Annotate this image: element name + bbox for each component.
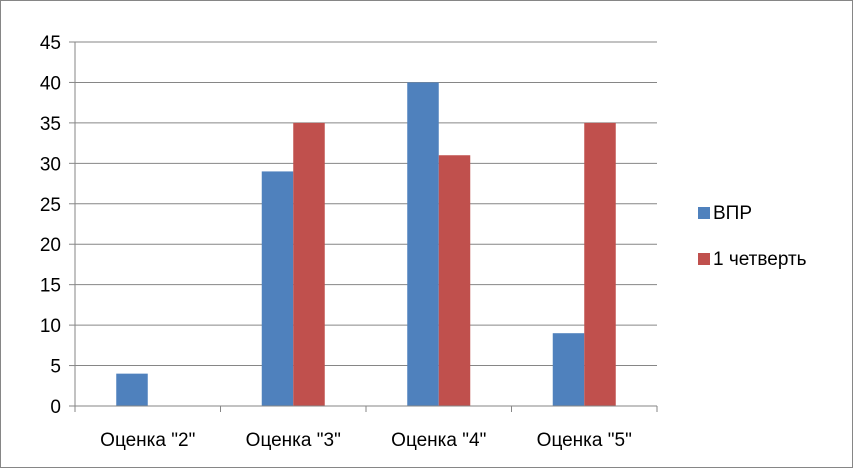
bar-quarter-3 — [584, 122, 616, 406]
legend: ВПР 1 четверть — [698, 203, 807, 270]
y-tick-label: 35 — [40, 114, 61, 135]
y-tick-label: 15 — [40, 276, 61, 297]
x-tick-label: Оценка "4" — [391, 430, 486, 451]
y-tick-label: 25 — [40, 195, 61, 216]
bar-vpr-0 — [116, 373, 148, 406]
legend-swatch — [698, 253, 710, 265]
legend-swatch — [698, 207, 710, 219]
x-tick-labels: Оценка "2" Оценка "3" Оценка "4" Оценка "5" — [100, 430, 632, 451]
y-tick-label: 30 — [40, 154, 61, 175]
legend-label: 1 четверть — [713, 249, 807, 270]
gridlines — [75, 41, 657, 367]
y-tick-label: 45 — [40, 33, 61, 54]
x-tick-label: Оценка "5" — [537, 430, 632, 451]
x-tick-label: Оценка "3" — [246, 430, 341, 451]
bars — [116, 82, 616, 406]
bar-quarter-1 — [293, 122, 325, 406]
y-tick-label: 0 — [50, 397, 61, 418]
axes — [69, 41, 658, 412]
bar-vpr-1 — [261, 171, 294, 406]
x-tick-label: Оценка "2" — [100, 430, 195, 451]
bar-vpr-2 — [407, 82, 439, 406]
bar-vpr-3 — [552, 333, 585, 406]
y-tick-label: 5 — [50, 357, 61, 378]
y-tick-label: 20 — [40, 235, 61, 256]
bar-quarter-2 — [438, 155, 471, 406]
y-tick-label: 40 — [40, 73, 61, 94]
y-tick-labels: 0 5 10 15 20 25 30 35 40 45 — [40, 33, 61, 418]
legend-label: ВПР — [713, 203, 752, 224]
y-tick-label: 10 — [40, 316, 61, 337]
